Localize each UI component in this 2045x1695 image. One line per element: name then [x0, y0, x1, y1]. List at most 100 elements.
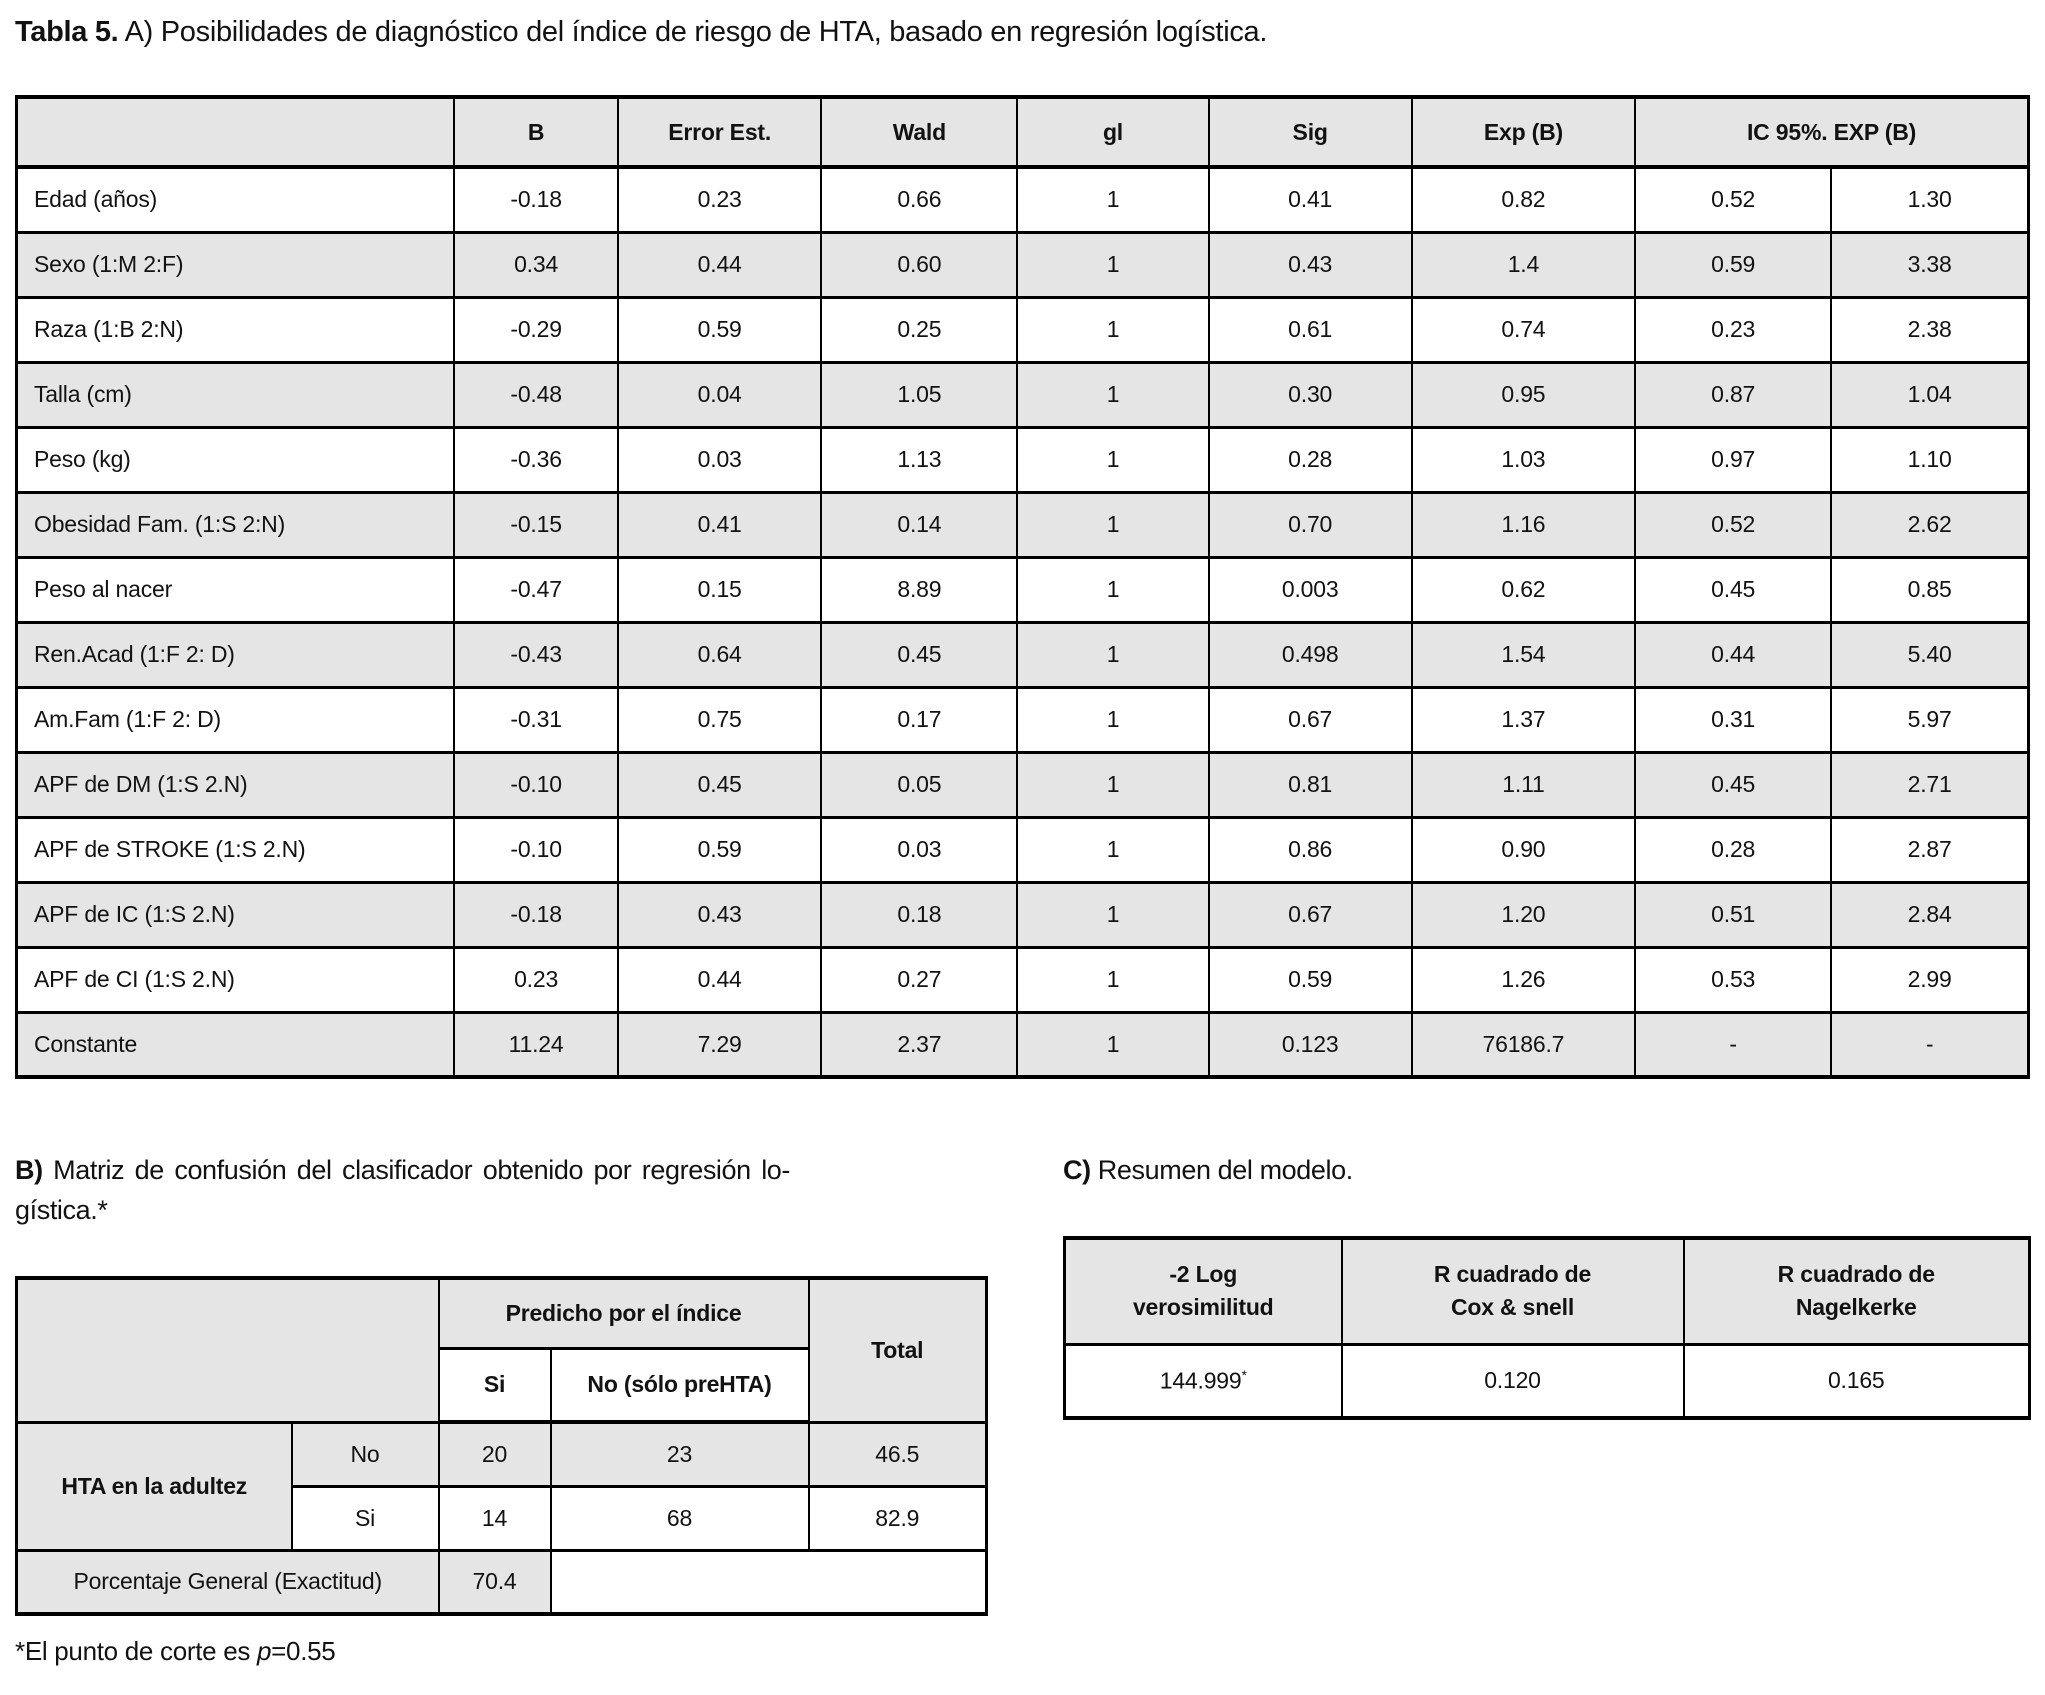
cell-value: 0.59: [617, 815, 823, 884]
cell-value: 1: [1016, 880, 1210, 949]
cell-value: 2.37: [820, 1010, 1019, 1079]
cell-value: -0.18: [453, 165, 620, 234]
cell-value: 0.05: [820, 750, 1019, 819]
cell-value: 1.11: [1410, 750, 1637, 819]
section-c-heading: C) Resumen del modelo.: [1063, 1150, 1353, 1190]
confusion-matrix-table: Predicho por el índice Total Si No (sólo…: [15, 1276, 989, 1616]
cell-value: 0.60: [820, 230, 1019, 299]
regression-header-row: B Error Est. Wald gl Sig Exp (B) IC 95%.…: [15, 95, 2030, 169]
row-label: APF de STROKE (1:S 2.N): [15, 815, 456, 884]
column-header-wald: Wald: [820, 95, 1019, 169]
cell-value: 2.84: [1830, 880, 2030, 949]
cell-value: 68: [549, 1484, 810, 1552]
cell-value: 0.17: [820, 685, 1019, 754]
cell-value: 1: [1016, 165, 1210, 234]
cell-value: 0.03: [617, 425, 823, 494]
table-row: APF de IC (1:S 2.N) -0.18 0.43 0.18 1 0.67 1.2…: [15, 880, 2030, 949]
cell-value: 1.30: [1830, 165, 2030, 234]
cell-value: 0.52: [1634, 490, 1833, 559]
cell-value: 1: [1016, 1010, 1210, 1079]
total-column-header: Total: [807, 1276, 988, 1424]
section-b-heading: B) Matriz de confusión del clasificador …: [15, 1150, 790, 1230]
cell-value: -0.29: [453, 295, 620, 364]
asterisk-superscript: *: [1241, 1366, 1247, 1383]
row-label: Edad (años): [15, 165, 456, 234]
cell-value: 0.85: [1830, 555, 2030, 624]
logistic-regression-table: B Error Est. Wald gl Sig Exp (B) IC 95%.…: [15, 95, 2030, 1079]
cell-value: 11.24: [453, 1010, 620, 1079]
table-row: Peso al nacer -0.47 0.15 8.89 1 0.003 0.62 0.45…: [15, 555, 2030, 624]
cell-value: 0.03: [820, 815, 1019, 884]
cell-value: 0.86: [1207, 815, 1413, 884]
cell-value: 0.41: [617, 490, 823, 559]
row-label: Sexo (1:M 2:F): [15, 230, 456, 299]
table-row: Am.Fam (1:F 2: D) -0.31 0.75 0.17 1 0.67 1.37 0…: [15, 685, 2030, 754]
cell-value: -0.43: [453, 620, 620, 689]
cell-value: 0.51: [1634, 880, 1833, 949]
cell-value: 1: [1016, 425, 1210, 494]
cell-value: 1: [1016, 360, 1210, 429]
cell-value: 0.23: [1634, 295, 1833, 364]
column-header-exp-b: Exp (B): [1410, 95, 1637, 169]
section-b-heading-text: Matriz de confusión del clasificador obt…: [42, 1155, 790, 1185]
table-row: Sexo (1:M 2:F) 0.34 0.44 0.60 1 0.43 1.4 0.59 3.…: [15, 230, 2030, 299]
cell-value: 0.62: [1410, 555, 1637, 624]
cell-value: 2.71: [1830, 750, 2030, 819]
cell-value: 14: [437, 1484, 552, 1552]
cell-value: 2.62: [1830, 490, 2030, 559]
row-label: Am.Fam (1:F 2: D): [15, 685, 456, 754]
model-summary-table: -2 Log verosimilitud R cuadrado de Cox &…: [1063, 1236, 2031, 1420]
summary-value-row: 144.999* 0.120 0.165: [1063, 1342, 2031, 1420]
confusion-header-row-1: Predicho por el índice Total: [15, 1276, 988, 1424]
row-label: Peso (kg): [15, 425, 456, 494]
cell-value: 0.81: [1207, 750, 1413, 819]
footnote-value: =0.55: [271, 1636, 336, 1666]
cell-value: -0.10: [453, 750, 620, 819]
cell-value: 1.54: [1410, 620, 1637, 689]
row-label: Obesidad Fam. (1:S 2:N): [15, 490, 456, 559]
cell-value: 2.87: [1830, 815, 2030, 884]
cell-value: 8.89: [820, 555, 1019, 624]
predicted-group-header: Predicho por el índice: [437, 1276, 810, 1350]
log-likelihood-value: 144.999*: [1063, 1342, 1343, 1420]
cell-value: 0.95: [1410, 360, 1637, 429]
cell-value: 0.14: [820, 490, 1019, 559]
table-row: Constante 11.24 7.29 2.37 1 0.123 76186.7- -: [15, 1010, 2030, 1079]
cell-value: 0.25: [820, 295, 1019, 364]
predicted-no-header: No (sólo preHTA): [549, 1346, 810, 1424]
footnote-p-symbol: p: [257, 1636, 272, 1666]
confusion-row-si: Si 14 68 82.9: [17, 1484, 988, 1552]
cell-value: 1.04: [1830, 360, 2030, 429]
cell-value: 0.28: [1634, 815, 1833, 884]
cell-value: 0.59: [1207, 945, 1413, 1014]
cell-value: 0.59: [1634, 230, 1833, 299]
row-label: Ren.Acad (1:F 2: D): [15, 620, 456, 689]
cell-value: 5.97: [1830, 685, 2030, 754]
cell-value: 0.27: [820, 945, 1019, 1014]
column-header-error-est: Error Est.: [617, 95, 823, 169]
table-title-number: Tabla 5.: [15, 16, 119, 48]
cell-value: 0.97: [1634, 425, 1833, 494]
cell-value: 2.38: [1830, 295, 2030, 364]
column-header-ic95: IC 95%. EXP (B): [1634, 95, 2030, 169]
cell-value: 1.4: [1410, 230, 1637, 299]
cell-value: 0.44: [617, 945, 823, 1014]
column-header-sig: Sig: [1207, 95, 1413, 169]
section-b-heading-line1: B) Matriz de confusión del clasificador …: [15, 1150, 790, 1190]
table-row: Talla (cm) -0.48 0.04 1.05 1 0.30 0.95 0.87 1.04: [15, 360, 2030, 429]
nagelkerke-header: R cuadrado de Nagelkerke: [1682, 1236, 2031, 1346]
cell-value: 1: [1016, 555, 1210, 624]
cell-value: 76186.7: [1410, 1010, 1637, 1079]
cell-value: 0.44: [1634, 620, 1833, 689]
cell-value: 7.29: [617, 1010, 823, 1079]
table-title: Tabla 5. A) Posibilidades de diagnóstico…: [15, 16, 1267, 49]
table-title-text: A) Posibilidades de diagnóstico del índi…: [118, 16, 1268, 48]
cell-value: 0.87: [1634, 360, 1833, 429]
table-row: Ren.Acad (1:F 2: D) -0.43 0.64 0.45 1 0.498 1.…: [15, 620, 2030, 689]
cell-value: 20: [437, 1420, 552, 1488]
confusion-corner-cell: [15, 1276, 440, 1424]
table-row: APF de DM (1:S 2.N) -0.10 0.45 0.05 1 0.81 1.1…: [15, 750, 2030, 819]
section-c-heading-text: Resumen del modelo.: [1090, 1155, 1353, 1185]
cell-value: 1.37: [1410, 685, 1637, 754]
cell-value: -: [1634, 1010, 1833, 1079]
